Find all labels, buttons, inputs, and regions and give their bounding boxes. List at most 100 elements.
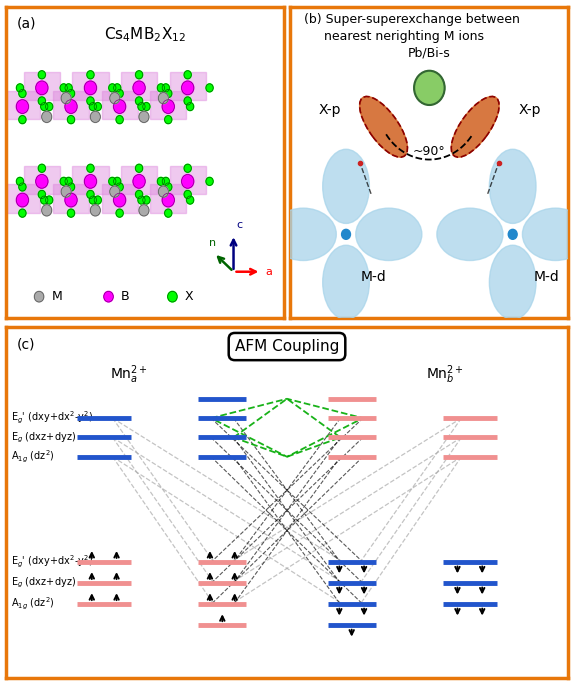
Circle shape bbox=[342, 229, 351, 239]
Circle shape bbox=[138, 196, 145, 204]
Circle shape bbox=[45, 103, 53, 110]
Circle shape bbox=[158, 92, 168, 103]
Circle shape bbox=[114, 193, 126, 207]
Polygon shape bbox=[150, 91, 187, 119]
Polygon shape bbox=[5, 91, 40, 119]
Text: B: B bbox=[121, 290, 130, 303]
Text: (c): (c) bbox=[17, 337, 36, 351]
Circle shape bbox=[19, 209, 26, 217]
Circle shape bbox=[42, 111, 52, 123]
Circle shape bbox=[38, 164, 45, 173]
Circle shape bbox=[162, 100, 174, 114]
Circle shape bbox=[45, 196, 53, 204]
Circle shape bbox=[165, 183, 172, 191]
Text: Mn$_b^{2+}$: Mn$_b^{2+}$ bbox=[425, 364, 464, 386]
Circle shape bbox=[110, 186, 120, 197]
Circle shape bbox=[104, 291, 113, 302]
Circle shape bbox=[38, 190, 45, 199]
Text: X-p: X-p bbox=[518, 103, 541, 116]
Polygon shape bbox=[150, 184, 187, 212]
Polygon shape bbox=[170, 73, 205, 100]
Circle shape bbox=[90, 111, 100, 123]
Circle shape bbox=[135, 71, 143, 79]
Polygon shape bbox=[121, 73, 157, 100]
Circle shape bbox=[16, 193, 29, 207]
Text: (b) Super-superexchange between
     nearest nerighting M ions: (b) Super-superexchange between nearest … bbox=[304, 13, 520, 43]
Circle shape bbox=[41, 103, 48, 110]
Circle shape bbox=[17, 84, 24, 92]
Circle shape bbox=[206, 177, 213, 186]
Circle shape bbox=[133, 81, 145, 95]
Circle shape bbox=[0, 196, 4, 204]
Circle shape bbox=[158, 186, 168, 197]
Circle shape bbox=[133, 175, 145, 188]
Polygon shape bbox=[102, 91, 138, 119]
Circle shape bbox=[181, 175, 194, 188]
Circle shape bbox=[116, 90, 123, 97]
Circle shape bbox=[143, 103, 150, 110]
Circle shape bbox=[165, 209, 172, 217]
Ellipse shape bbox=[359, 97, 408, 157]
Polygon shape bbox=[72, 73, 108, 100]
Text: A$_{1g}$ (dz$^2$): A$_{1g}$ (dz$^2$) bbox=[11, 449, 55, 465]
Polygon shape bbox=[24, 166, 60, 194]
Circle shape bbox=[184, 164, 191, 173]
Circle shape bbox=[87, 71, 94, 79]
Circle shape bbox=[143, 196, 150, 204]
Circle shape bbox=[94, 103, 102, 110]
Circle shape bbox=[135, 164, 143, 173]
Circle shape bbox=[67, 183, 75, 191]
Circle shape bbox=[87, 190, 94, 199]
Circle shape bbox=[162, 177, 169, 186]
Circle shape bbox=[36, 175, 48, 188]
Circle shape bbox=[116, 209, 123, 217]
Text: Cs$_4$MB$_2$X$_{12}$: Cs$_4$MB$_2$X$_{12}$ bbox=[103, 25, 185, 45]
Circle shape bbox=[165, 90, 172, 97]
Ellipse shape bbox=[437, 208, 503, 260]
Circle shape bbox=[135, 97, 143, 105]
Text: X-p: X-p bbox=[318, 103, 340, 116]
Text: A$_{1g}$ (dz$^2$): A$_{1g}$ (dz$^2$) bbox=[11, 596, 55, 612]
Text: AFM Coupling: AFM Coupling bbox=[235, 339, 339, 354]
Circle shape bbox=[34, 291, 44, 302]
Circle shape bbox=[139, 205, 149, 216]
Polygon shape bbox=[24, 73, 60, 100]
Ellipse shape bbox=[522, 208, 574, 260]
Text: E$_g$ (dxz+dyz): E$_g$ (dxz+dyz) bbox=[11, 576, 76, 590]
Circle shape bbox=[116, 183, 123, 191]
Circle shape bbox=[60, 84, 67, 92]
Circle shape bbox=[0, 103, 4, 110]
Circle shape bbox=[114, 100, 126, 114]
Circle shape bbox=[139, 111, 149, 123]
Circle shape bbox=[36, 81, 48, 95]
Text: E$_g$ (dxz+dyz): E$_g$ (dxz+dyz) bbox=[11, 430, 76, 445]
Ellipse shape bbox=[323, 245, 369, 319]
Text: M-d: M-d bbox=[533, 270, 559, 284]
Circle shape bbox=[94, 196, 102, 204]
Circle shape bbox=[116, 116, 123, 124]
Polygon shape bbox=[5, 184, 40, 212]
Ellipse shape bbox=[356, 208, 422, 260]
Polygon shape bbox=[170, 166, 205, 194]
Ellipse shape bbox=[490, 149, 536, 223]
Text: Mn$_a^{2+}$: Mn$_a^{2+}$ bbox=[110, 364, 149, 386]
Circle shape bbox=[65, 177, 72, 186]
Circle shape bbox=[114, 177, 121, 186]
Circle shape bbox=[84, 81, 96, 95]
Circle shape bbox=[187, 196, 194, 204]
Ellipse shape bbox=[323, 149, 369, 223]
Circle shape bbox=[90, 103, 96, 110]
Circle shape bbox=[162, 193, 174, 207]
Circle shape bbox=[206, 84, 213, 92]
Circle shape bbox=[38, 97, 45, 105]
Circle shape bbox=[67, 209, 75, 217]
Circle shape bbox=[65, 84, 72, 92]
Text: E$_g$' (dxy+dx$^2$-y$^2$): E$_g$' (dxy+dx$^2$-y$^2$) bbox=[11, 410, 94, 426]
Polygon shape bbox=[53, 91, 89, 119]
Circle shape bbox=[65, 100, 77, 114]
Circle shape bbox=[87, 97, 94, 105]
Circle shape bbox=[108, 84, 116, 92]
Circle shape bbox=[414, 71, 445, 105]
Circle shape bbox=[187, 103, 194, 110]
Polygon shape bbox=[72, 166, 108, 194]
